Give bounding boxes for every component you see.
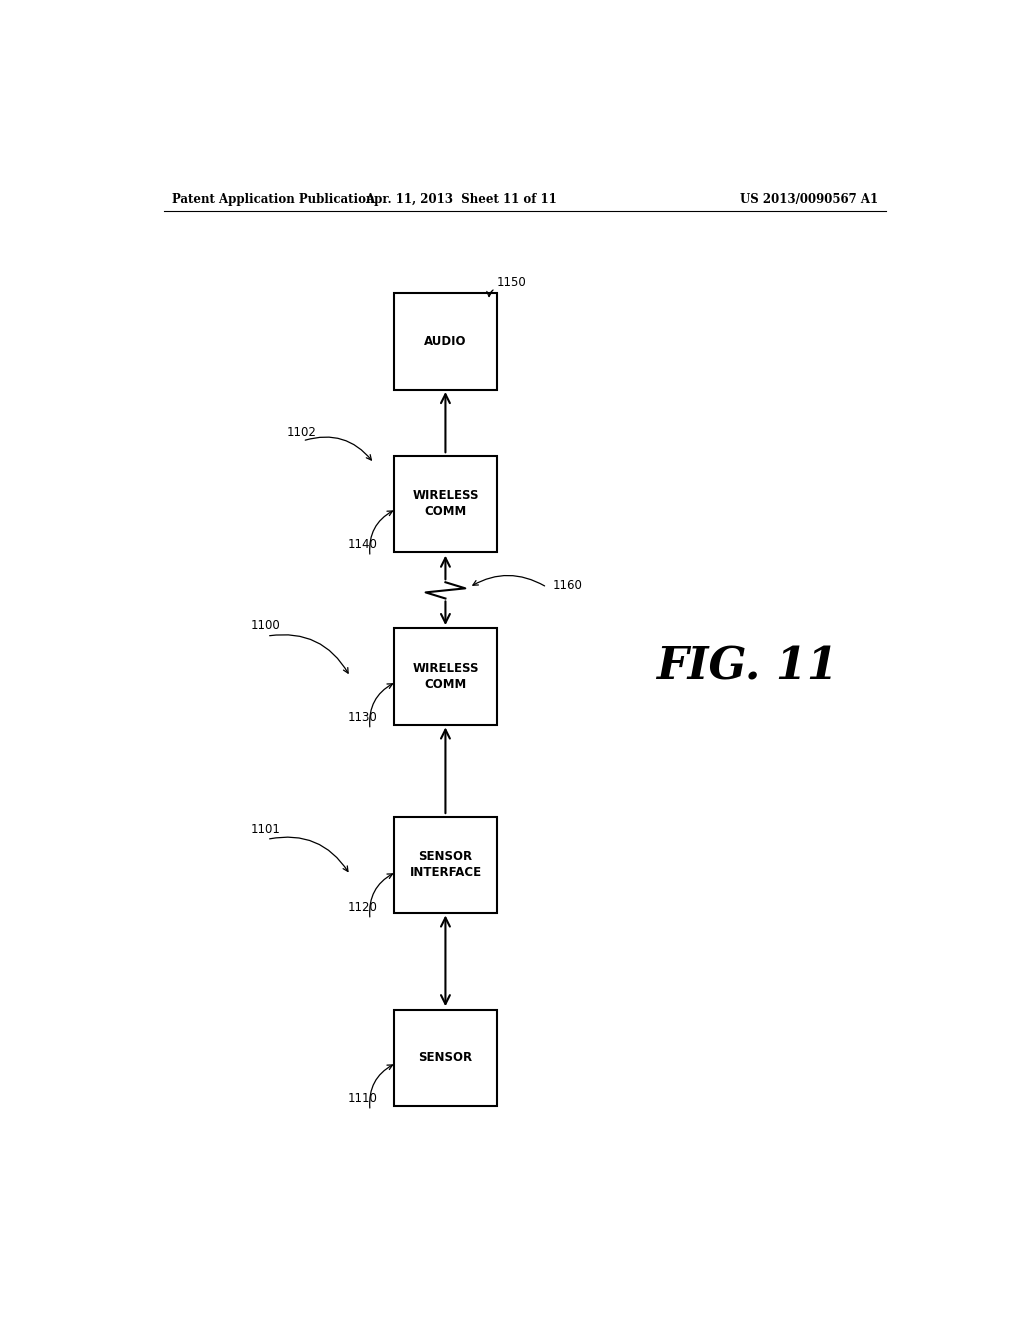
Text: SENSOR: SENSOR bbox=[419, 1052, 472, 1064]
Text: 1101: 1101 bbox=[251, 822, 281, 836]
Bar bbox=[394, 455, 497, 552]
Text: 1140: 1140 bbox=[347, 539, 377, 552]
Text: Apr. 11, 2013  Sheet 11 of 11: Apr. 11, 2013 Sheet 11 of 11 bbox=[366, 193, 557, 206]
Text: WIRELESS
COMM: WIRELESS COMM bbox=[413, 490, 478, 519]
Text: 1130: 1130 bbox=[347, 711, 377, 723]
Text: SENSOR
INTERFACE: SENSOR INTERFACE bbox=[410, 850, 481, 879]
Bar bbox=[394, 1010, 497, 1106]
Text: 1100: 1100 bbox=[251, 619, 281, 632]
Text: Patent Application Publication: Patent Application Publication bbox=[172, 193, 374, 206]
Text: 1120: 1120 bbox=[347, 902, 377, 913]
Text: 1150: 1150 bbox=[497, 276, 526, 289]
Bar bbox=[394, 817, 497, 913]
Bar bbox=[394, 293, 497, 389]
Text: 1160: 1160 bbox=[553, 578, 583, 591]
Bar bbox=[394, 628, 497, 725]
Text: WIRELESS
COMM: WIRELESS COMM bbox=[413, 663, 478, 692]
Text: AUDIO: AUDIO bbox=[424, 335, 467, 348]
Text: 1102: 1102 bbox=[287, 426, 316, 440]
Text: 1110: 1110 bbox=[347, 1092, 377, 1105]
Text: FIG. 11: FIG. 11 bbox=[656, 645, 838, 688]
Text: US 2013/0090567 A1: US 2013/0090567 A1 bbox=[739, 193, 878, 206]
